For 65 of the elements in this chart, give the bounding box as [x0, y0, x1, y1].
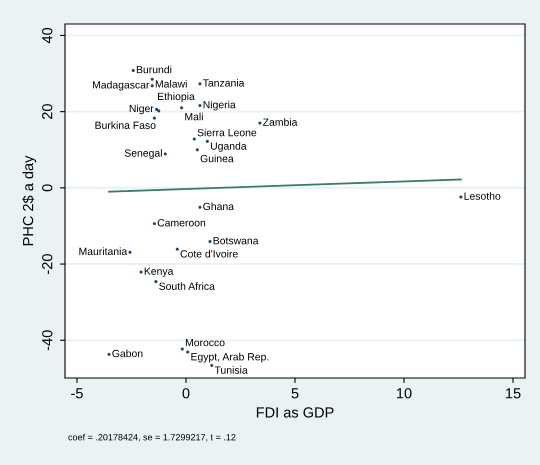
- point: [152, 116, 156, 120]
- annotation: Lesotho: [464, 192, 500, 200]
- annotation: Ethiopia: [158, 92, 195, 102]
- point: [258, 122, 262, 125]
- point: [208, 240, 212, 244]
- annotation: Guinea: [200, 154, 234, 162]
- point: [198, 206, 202, 209]
- point: [164, 152, 167, 156]
- annotation: Tunisia: [214, 366, 248, 374]
- y-tick-label: -20: [42, 254, 52, 274]
- annotation: Mali: [185, 112, 203, 120]
- point: [157, 109, 160, 112]
- y-tick-label: 0: [42, 184, 52, 192]
- point: [186, 350, 190, 354]
- point: [107, 352, 111, 356]
- y-axis-title: PHC 2$ a day: [22, 156, 36, 246]
- point: [459, 195, 462, 199]
- annotation: Tanzania: [202, 78, 244, 87]
- annotation: Nigeria: [204, 100, 236, 110]
- y-tick-label: 20: [42, 104, 52, 120]
- point: [132, 68, 135, 72]
- point: [150, 84, 154, 88]
- annotation: Mauritania: [79, 247, 128, 256]
- point: [140, 270, 143, 274]
- x-tick-label: 15: [506, 388, 521, 398]
- point: [180, 347, 184, 351]
- point: [192, 138, 196, 141]
- y-tick-label: 40: [42, 28, 52, 44]
- point: [210, 364, 214, 367]
- point: [196, 148, 199, 152]
- x-axis-title: FDI as GDP: [256, 407, 334, 418]
- annotation: Uganda: [210, 142, 247, 152]
- annotation: Gabon: [112, 350, 142, 358]
- point: [154, 280, 158, 284]
- annotation: Cote d'Ivoire: [180, 250, 238, 258]
- annotation: Egypt, Arab Rep.: [191, 352, 268, 362]
- point: [155, 108, 158, 111]
- x-tick-label: 0: [182, 388, 190, 398]
- annotation: Botswana: [214, 237, 258, 244]
- annotation: Cameroon: [158, 219, 206, 226]
- annotation: Ghana: [203, 202, 234, 210]
- annotation: Burkina Faso: [95, 121, 156, 129]
- point: [150, 78, 154, 81]
- point: [128, 250, 132, 254]
- x-tick-label: 5: [292, 388, 298, 398]
- point: [152, 222, 156, 226]
- annotation: Malawi: [156, 80, 187, 88]
- point: [198, 82, 202, 86]
- point: [176, 248, 179, 251]
- annotation: Niger: [130, 104, 154, 114]
- annotation: Senegal: [124, 149, 162, 159]
- point: [206, 140, 209, 143]
- y-tick-label: -40: [42, 330, 52, 350]
- text: coef = .20178424, se = 1.7299217, t = .12: [68, 434, 236, 442]
- annotation: Kenya: [144, 268, 174, 277]
- x-tick-label: -5: [71, 388, 83, 398]
- point: [198, 104, 202, 108]
- annotation: Sierra Leone: [198, 128, 256, 136]
- point: [180, 106, 184, 110]
- annotation: Morocco: [186, 339, 225, 346]
- annotation: South Africa: [159, 282, 215, 290]
- x-tick-label: 10: [397, 388, 412, 398]
- annotation: Madagascar: [92, 80, 150, 91]
- annotation: Burundi: [136, 66, 172, 74]
- annotation: Zambia: [263, 118, 298, 126]
